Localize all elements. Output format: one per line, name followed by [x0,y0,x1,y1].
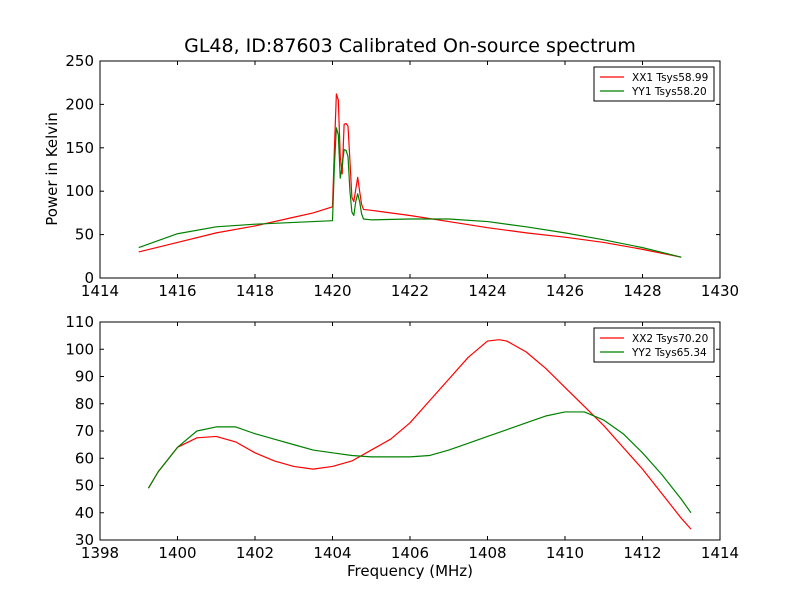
bottom-x-tick-label: 1404 [313,544,351,562]
bottom-y-tick-label: 80 [75,395,94,413]
top-y-tick-label: 100 [65,182,94,200]
bottom-y-tick-label: 100 [65,340,94,358]
top-x-tick-label: 1422 [391,282,429,300]
top-y-tick-label: 0 [84,269,94,287]
top-y-axis-label: Power in Kelvin [43,112,61,226]
bottom-legend: XX2 Tsys70.20 YY2 Tsys65.34 [593,327,715,363]
top-x-tick-label: 1420 [313,282,351,300]
top-plot-frame [99,60,721,279]
top-x-tick-label: 1424 [468,282,506,300]
bottom-x-tick-label: 1400 [158,544,196,562]
top-y-tick-label: 250 [65,52,94,70]
bottom-plot-frame [99,321,721,541]
top-legend-box [593,66,715,102]
bottom-series-line-1 [147,339,692,530]
bottom-x-tick-label: 1410 [546,544,584,562]
top-x-tick-label: 1414 [81,282,119,300]
bottom-x-tick-label: 1402 [236,544,274,562]
top-ticks: 1414 1416 1418 1420 1422 1424 1426 1428 1430 0 50 1… [65,52,739,300]
bottom-y-tick-label: 60 [75,449,94,467]
top-x-tick-label: 1428 [623,282,661,300]
top-series-group [138,93,682,258]
top-series-line-1 [138,93,682,258]
chart-title: GL48, ID:87603 Calibrated On-source spec… [184,35,636,57]
top-x-tick-label: 1426 [546,282,584,300]
bottom-series-line-2 [147,411,692,514]
top-x-tick-label: 1430 [701,282,739,300]
bottom-legend-box [593,327,715,363]
top-panel: GL48, ID:87603 Calibrated On-source spec… [43,35,739,300]
bottom-y-tick-label: 30 [75,531,94,549]
bottom-x-tick-label: 1406 [391,544,429,562]
top-y-tick-label: 50 [75,226,94,244]
bottom-y-tick-label: 110 [65,313,94,331]
bottom-y-tick-label: 50 [75,477,94,495]
top-legend: XX1 Tsys58.99 YY1 Tsys58.20 [593,66,715,102]
bottom-panel: Frequency (MHz) 1398 1400 1402 1404 1406 1408… [65,313,739,580]
bottom-x-tick-label: 1398 [81,544,119,562]
bottom-y-tick-label: 90 [75,368,94,386]
bottom-series-group [147,339,692,530]
top-series-line-2 [138,127,682,258]
top-y-tick-label: 150 [65,139,94,157]
bottom-legend-label-1: XX2 Tsys70.20 [632,333,708,345]
bottom-y-tick-label: 70 [75,422,94,440]
bottom-x-tick-label: 1414 [701,544,739,562]
top-y-tick-label: 200 [65,95,94,113]
top-x-tick-label: 1416 [158,282,196,300]
top-legend-label-1: XX1 Tsys58.99 [632,72,708,84]
bottom-x-tick-label: 1408 [468,544,506,562]
bottom-x-tick-label: 1412 [623,544,661,562]
top-x-tick-label: 1418 [236,282,274,300]
bottom-legend-label-2: YY2 Tsys65.34 [631,347,707,359]
top-legend-label-2: YY1 Tsys58.20 [631,86,707,98]
bottom-ticks: 1398 1400 1402 1404 1406 1408 1410 1412 1414 30 40… [65,313,739,562]
bottom-x-axis-label: Frequency (MHz) [347,562,473,580]
bottom-y-tick-label: 40 [75,504,94,522]
